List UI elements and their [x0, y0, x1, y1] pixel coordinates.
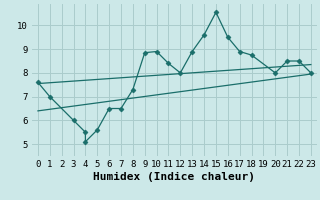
X-axis label: Humidex (Indice chaleur): Humidex (Indice chaleur) — [93, 172, 255, 182]
